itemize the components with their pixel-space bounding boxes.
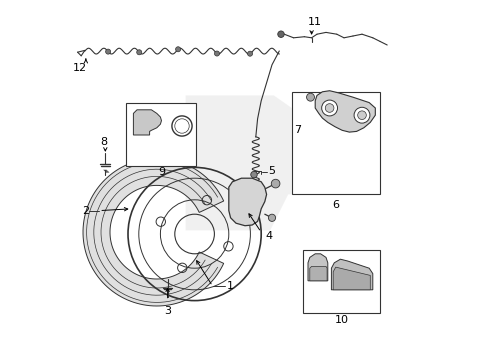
Polygon shape: [83, 158, 224, 306]
Bar: [126, 103, 196, 166]
Circle shape: [251, 171, 257, 178]
Circle shape: [307, 93, 315, 101]
Circle shape: [247, 51, 252, 56]
Circle shape: [215, 51, 220, 56]
Text: 5: 5: [269, 166, 275, 176]
Text: 4: 4: [266, 231, 273, 241]
Text: 6: 6: [332, 200, 339, 210]
Polygon shape: [315, 91, 375, 132]
Text: 10: 10: [335, 315, 348, 325]
Polygon shape: [333, 267, 370, 290]
Circle shape: [106, 49, 111, 54]
Text: 2: 2: [82, 206, 90, 216]
Polygon shape: [310, 266, 327, 281]
Polygon shape: [133, 110, 162, 135]
Circle shape: [269, 214, 275, 221]
Circle shape: [325, 104, 334, 112]
Text: 8: 8: [100, 137, 107, 147]
Circle shape: [271, 179, 280, 188]
Bar: [292, 92, 380, 194]
Polygon shape: [229, 178, 267, 226]
Bar: [303, 250, 380, 313]
Text: 12: 12: [73, 63, 87, 73]
Circle shape: [321, 100, 338, 116]
Circle shape: [137, 50, 142, 55]
Circle shape: [278, 31, 284, 37]
Circle shape: [354, 107, 370, 123]
Text: 11: 11: [308, 17, 322, 27]
Text: 3: 3: [164, 306, 171, 316]
Text: 7: 7: [294, 125, 301, 135]
Text: 1: 1: [227, 281, 234, 291]
Circle shape: [175, 47, 181, 52]
Polygon shape: [331, 259, 373, 290]
Circle shape: [358, 111, 367, 120]
Text: 9: 9: [158, 167, 165, 177]
Polygon shape: [186, 95, 292, 230]
Polygon shape: [308, 254, 328, 281]
